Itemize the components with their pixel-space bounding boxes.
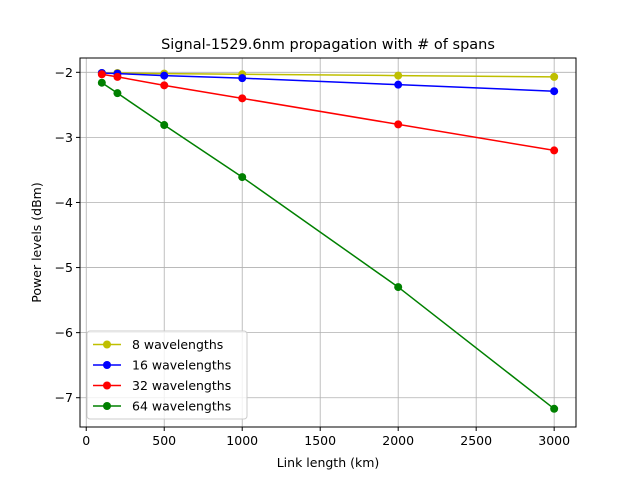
x-tick-label: 1000 [226, 433, 258, 448]
data-point [113, 89, 122, 98]
series-32-wavelengths [97, 70, 559, 155]
y-tick-label: −6 [55, 325, 73, 340]
data-point [238, 94, 247, 103]
x-axis-label: Link length (km) [277, 455, 380, 470]
y-tick-label: −3 [55, 130, 73, 145]
data-point [97, 78, 106, 87]
data-point [394, 71, 403, 80]
series-64-wavelengths [97, 78, 559, 413]
legend-label: 8 wavelengths [132, 337, 223, 352]
axis-ticks: 0 500 1000 1500 2000 2500 3000 −7 −6 −5 −4 −3 −2 [55, 65, 571, 448]
legend-entry: 64 wavelengths [93, 399, 231, 414]
series-layer [97, 68, 559, 413]
legend-entry: 8 wavelengths [93, 337, 223, 352]
legend-box [86, 330, 248, 420]
data-point [113, 72, 122, 81]
data-point [97, 70, 106, 79]
data-point [394, 283, 403, 292]
data-point [160, 121, 169, 130]
y-tick-label: −4 [55, 195, 73, 210]
data-point [394, 80, 403, 89]
x-tick-label: 2000 [382, 433, 414, 448]
legend-marker [103, 381, 111, 390]
data-point [550, 87, 559, 96]
data-point [550, 404, 559, 413]
y-tick-label: −5 [55, 260, 73, 275]
data-point [394, 120, 403, 129]
y-axis-label: Power levels (dBm) [29, 182, 44, 302]
y-tick-label: −2 [55, 65, 73, 80]
x-tick-label: 500 [152, 433, 176, 448]
legend-label: 64 wavelengths [132, 399, 231, 414]
data-point [238, 173, 247, 182]
data-point [550, 72, 559, 81]
legend-marker [103, 361, 111, 369]
data-point [160, 71, 169, 80]
data-point [160, 81, 169, 90]
legend-marker [103, 340, 111, 349]
legend-label: 32 wavelengths [132, 378, 231, 393]
legend-entry: 32 wavelengths [93, 378, 231, 393]
legend-marker [103, 402, 111, 410]
x-tick-label: 3000 [538, 433, 570, 448]
axes-frame [79, 57, 577, 428]
data-point [238, 74, 247, 83]
legend: 8 wavelengths 16 wavelengths 32 wavelength… [86, 330, 248, 420]
legend-entry: 16 wavelengths [93, 358, 231, 373]
legend-label: 16 wavelengths [132, 358, 231, 373]
y-tick-label: −7 [55, 390, 73, 405]
x-tick-label: 2500 [460, 433, 492, 448]
chart-title: Signal-1529.6nm propagation with # of sp… [161, 37, 495, 53]
x-tick-label: 1500 [304, 433, 336, 448]
data-point [550, 146, 559, 155]
x-tick-label: 0 [82, 433, 90, 448]
